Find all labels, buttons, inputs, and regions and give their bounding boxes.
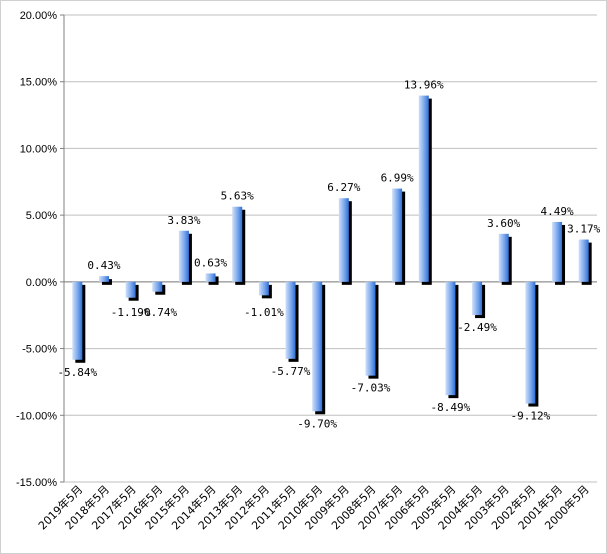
- y-tick-label: -10.00%: [16, 410, 57, 422]
- bar: [258, 281, 269, 296]
- data-label: -9.70%: [297, 417, 337, 430]
- data-label: 3.60%: [487, 217, 520, 230]
- y-tick-label: 15.00%: [20, 77, 58, 89]
- bar: [152, 281, 163, 292]
- data-label: 0.43%: [87, 259, 120, 272]
- bar: [525, 281, 536, 404]
- y-axis-ticks: 20.00% 15.00% 10.00% 5.00% 0.00% -5.00% -10.00…: [16, 10, 64, 489]
- data-label: -9.12%: [511, 410, 551, 423]
- bars: [72, 95, 592, 415]
- data-label: -5.77%: [271, 365, 311, 378]
- data-label: 5.63%: [221, 190, 254, 203]
- bar: [312, 281, 323, 412]
- data-label: -1.01%: [244, 306, 284, 319]
- data-label: 4.49%: [540, 205, 573, 218]
- bar: [365, 281, 376, 376]
- bar: [338, 198, 349, 282]
- data-label: -7.03%: [351, 382, 391, 395]
- data-label: 6.99%: [381, 172, 414, 185]
- data-label: -1.19%: [111, 306, 151, 319]
- data-label: -0.74%: [137, 306, 177, 319]
- data-label: 6.27%: [327, 181, 360, 194]
- data-label: 3.83%: [167, 214, 200, 227]
- y-tick-label: -15.00%: [16, 477, 57, 489]
- data-label: 13.96%: [404, 79, 444, 92]
- bar-shadow: [101, 279, 112, 285]
- bar: [392, 188, 403, 282]
- bar: [72, 281, 83, 360]
- bar: [232, 206, 243, 282]
- y-tick-label: 5.00%: [26, 210, 57, 222]
- bar: [125, 281, 136, 298]
- bar: [205, 273, 216, 282]
- data-label: -2.49%: [457, 321, 497, 334]
- bar: [445, 281, 456, 396]
- bar: [498, 233, 509, 282]
- bar: [472, 281, 483, 316]
- y-tick-label: -5.00%: [22, 344, 57, 356]
- bar: [578, 239, 589, 282]
- bar: [552, 221, 563, 282]
- y-tick-label: 20.00%: [20, 10, 58, 22]
- bar: [418, 95, 429, 282]
- data-label: 3.17%: [567, 223, 600, 236]
- bar: [285, 281, 296, 359]
- y-tick-label: 0.00%: [26, 277, 57, 289]
- bar: [178, 230, 189, 282]
- data-label: -8.49%: [431, 401, 471, 414]
- data-labels: -5.84% 0.43% -1.19%-0.74% 3.83% 0.63% 5.63% -1…: [57, 79, 600, 431]
- bar: [98, 276, 109, 282]
- data-label: -5.84%: [57, 366, 97, 379]
- x-axis-categories: 2019年5月2018年5月2017年5月2016年5月2015年5月2014年…: [35, 482, 592, 532]
- data-label: 0.63%: [194, 256, 227, 269]
- y-tick-label: 10.00%: [20, 143, 58, 155]
